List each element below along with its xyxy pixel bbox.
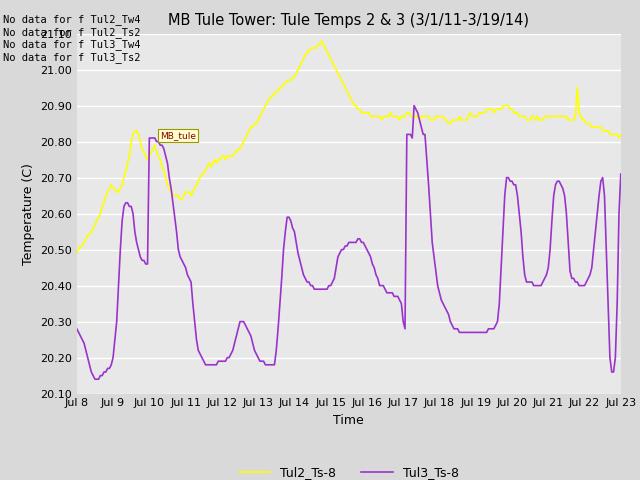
Line: Tul3_Ts-8: Tul3_Ts-8 (77, 106, 621, 379)
Tul3_Ts-8 (410, 103, 418, 108)
Tul2_Ts-8 (317, 38, 325, 44)
Tul2_Ts-8 (617, 132, 625, 137)
Tul2_Ts-8 (292, 71, 300, 76)
Tul3_Ts-8 (312, 287, 320, 292)
Tul2_Ts-8 (310, 45, 318, 51)
Tul3_Ts-8 (535, 283, 543, 288)
Line: Tul2_Ts-8: Tul2_Ts-8 (77, 41, 621, 253)
Tul2_Ts-8 (579, 117, 586, 123)
Tul3_Ts-8 (448, 323, 456, 328)
Text: MB_tule: MB_tule (160, 131, 196, 140)
Tul2_Ts-8 (447, 121, 454, 127)
Tul3_Ts-8 (580, 283, 588, 288)
Title: MB Tule Tower: Tule Temps 2 & 3 (3/1/11-3/19/14): MB Tule Tower: Tule Temps 2 & 3 (3/1/11-… (168, 13, 529, 28)
Tul3_Ts-8 (294, 251, 302, 256)
Tul3_Ts-8 (73, 326, 81, 332)
Legend: Tul2_Ts-8, Tul3_Ts-8: Tul2_Ts-8, Tul3_Ts-8 (234, 461, 463, 480)
Tul2_Ts-8 (503, 103, 511, 108)
Tul3_Ts-8 (91, 376, 99, 382)
Tul2_Ts-8 (534, 114, 541, 120)
X-axis label: Time: Time (333, 414, 364, 427)
Tul3_Ts-8 (617, 171, 625, 177)
Tul3_Ts-8 (504, 175, 512, 180)
Y-axis label: Temperature (C): Temperature (C) (22, 163, 35, 264)
Text: No data for f Tul2_Tw4
No data for f Tul2_Ts2
No data for f Tul3_Tw4
No data for: No data for f Tul2_Tw4 No data for f Tul… (3, 14, 141, 63)
Tul2_Ts-8 (73, 251, 81, 256)
